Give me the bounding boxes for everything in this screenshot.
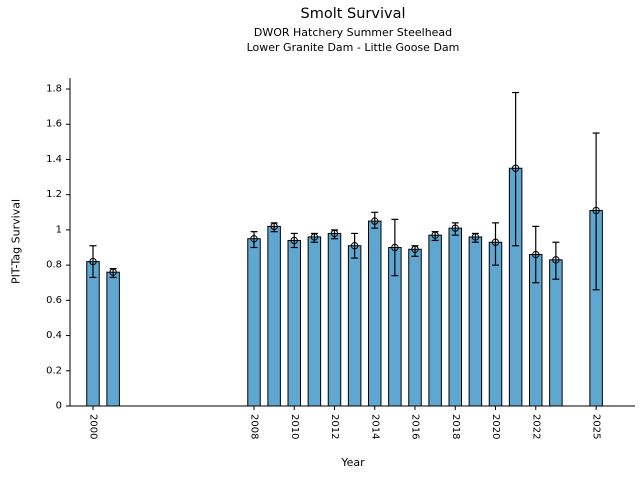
marker-2013 (350, 242, 359, 250)
x-tick-label: 2010 (289, 414, 300, 439)
x-tick-label: 2008 (249, 414, 260, 439)
y-axis-label: PIT-Tag Survival (9, 199, 23, 285)
x-tick-label: 2016 (410, 414, 421, 439)
y-tick-label: 1 (56, 224, 62, 235)
y-tick-label: 0.8 (46, 260, 62, 271)
marker-2018 (451, 224, 459, 232)
x-tick-label: 2020 (490, 414, 501, 439)
marker-2008 (250, 235, 258, 243)
y-tick-label: 0.4 (46, 330, 62, 341)
y-tick-label: 0.6 (46, 295, 62, 306)
chart-subtitle-line2: Lower Granite Dam - Little Goose Dam (246, 41, 460, 54)
bar-2008 (247, 238, 261, 407)
bar-2010 (287, 239, 301, 407)
marker-2012 (330, 229, 339, 238)
x-tick-label: 2018 (450, 414, 461, 439)
marker-2025 (592, 206, 600, 215)
bar-2000 (86, 261, 100, 407)
y-tick-label: 0.2 (46, 365, 62, 376)
x-tick-label: 2000 (88, 414, 99, 439)
bar-2001 (106, 271, 120, 407)
marker-2011 (310, 233, 319, 241)
bar-2018 (448, 227, 462, 407)
marker-2001 (109, 268, 117, 276)
chart-title: Smolt Survival (300, 6, 406, 22)
bar-2019 (468, 236, 483, 407)
marker-2019 (471, 233, 480, 241)
marker-2020 (491, 238, 500, 246)
bar-2012 (327, 232, 342, 407)
bar-2014 (368, 220, 382, 407)
marker-2021 (511, 164, 520, 172)
marker-2009 (270, 222, 278, 231)
marker-2015 (391, 243, 399, 252)
bar-2017 (428, 234, 442, 407)
marker-2000 (89, 257, 97, 266)
marker-2014 (371, 217, 379, 225)
marker-2022 (532, 250, 540, 259)
y-tick-label: 1.8 (46, 84, 62, 95)
x-tick-label: 2025 (591, 414, 602, 439)
x-tick-label: 2012 (329, 414, 340, 439)
marker-2017 (431, 231, 439, 239)
bar-2023 (549, 259, 563, 407)
x-axis-label: Year (341, 456, 365, 469)
marker-2016 (411, 245, 419, 253)
bar-2009 (267, 225, 281, 407)
x-tick-label: 2022 (530, 414, 541, 439)
y-tick-label: 1.2 (46, 189, 62, 200)
bar-2016 (408, 248, 422, 407)
y-tick-label: 1.6 (46, 119, 62, 130)
marker-2010 (290, 236, 298, 245)
bar-2011 (307, 236, 322, 407)
marker-2023 (552, 256, 560, 264)
bar-2013 (347, 245, 362, 407)
chart-subtitle-line1: DWOR Hatchery Summer Steelhead (253, 26, 453, 39)
x-tick-label: 2014 (369, 414, 380, 439)
y-tick-label: 0 (56, 401, 62, 412)
y-tick-label: 1.4 (46, 154, 62, 165)
bar-2020 (488, 241, 503, 407)
